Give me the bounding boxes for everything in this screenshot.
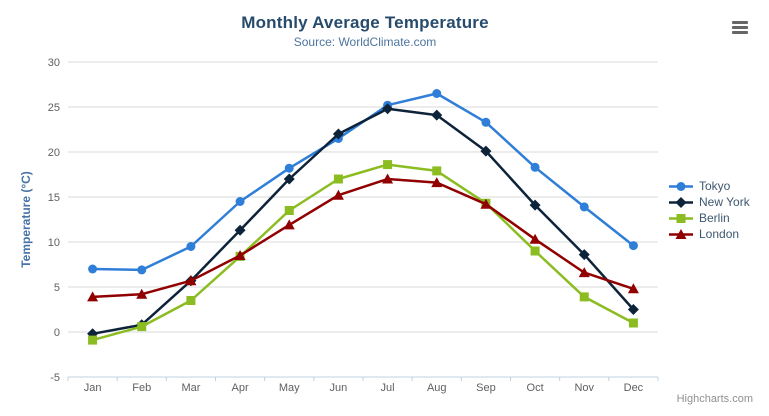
data-point-tokyo[interactable] [530, 162, 540, 172]
data-point-new-york[interactable] [382, 103, 394, 115]
x-axis-label: Jun [330, 382, 348, 394]
data-point-new-york[interactable] [234, 224, 246, 236]
data-point-berlin[interactable] [137, 322, 147, 332]
data-point-new-york[interactable] [529, 199, 541, 211]
data-point-berlin[interactable] [186, 296, 196, 305]
data-point-london[interactable] [431, 177, 443, 188]
data-point-tokyo[interactable] [88, 264, 98, 274]
x-axis-label: Mar [181, 382, 200, 394]
y-axis-label: 20 [48, 147, 60, 159]
data-point-london[interactable] [185, 275, 197, 286]
data-point-tokyo[interactable] [235, 197, 245, 206]
data-point-london[interactable] [627, 283, 639, 294]
data-point-new-york[interactable] [578, 249, 590, 261]
data-point-new-york[interactable] [627, 304, 639, 315]
data-point-london[interactable] [136, 288, 148, 299]
y-axis-label: 30 [48, 57, 60, 69]
legend-diamond-icon [669, 196, 693, 208]
data-point-tokyo[interactable] [481, 117, 491, 127]
y-axis-label: 5 [54, 282, 60, 294]
legend-marker [676, 213, 686, 223]
chart-title: Monthly Average Temperature [241, 13, 489, 32]
chart-subtitle: Source: WorldClimate.com [293, 35, 437, 49]
legend: Tokyo New York Berlin London [668, 178, 750, 242]
x-axis-label: Jan [84, 382, 102, 394]
y-axis-label: 25 [48, 102, 60, 114]
data-point-london[interactable] [332, 189, 344, 200]
data-point-new-york[interactable] [283, 173, 295, 185]
legend-square-icon [669, 213, 693, 223]
data-point-berlin[interactable] [530, 246, 540, 256]
series-line-tokyo [91, 92, 635, 272]
data-point-tokyo[interactable] [432, 89, 442, 98]
data-point-berlin[interactable] [579, 292, 589, 302]
y-axis-label: 0 [54, 327, 60, 339]
legend-circle-icon [669, 181, 693, 191]
data-point-tokyo[interactable] [284, 163, 294, 173]
legend-label: New York [699, 195, 750, 209]
data-point-tokyo[interactable] [186, 242, 196, 251]
data-point-tokyo[interactable] [579, 202, 589, 212]
data-point-berlin[interactable] [383, 160, 393, 170]
legend-label: Berlin [699, 211, 730, 225]
y-axis-label: -5 [50, 372, 60, 384]
series-line-london [91, 177, 635, 299]
legend-label: Tokyo [699, 179, 731, 193]
x-axis-label: Sep [476, 382, 496, 394]
legend-marker [675, 196, 687, 208]
data-point-new-york[interactable] [480, 145, 492, 157]
data-point-london[interactable] [87, 291, 99, 302]
legend-item-tokyo[interactable]: Tokyo [668, 178, 750, 194]
x-axis-label: May [279, 382, 300, 394]
legend-item-new-york[interactable]: New York [668, 194, 750, 210]
data-point-berlin[interactable] [628, 318, 638, 328]
legend-marker [676, 181, 686, 191]
x-axis-label: Dec [624, 382, 644, 394]
data-point-berlin[interactable] [432, 166, 442, 176]
data-point-berlin[interactable] [284, 206, 294, 215]
legend-triangle-icon [669, 228, 693, 239]
series-line-berlin [91, 163, 635, 342]
data-point-london[interactable] [529, 233, 541, 244]
series-line-new-york [91, 107, 635, 336]
x-axis-label: Jul [381, 382, 395, 394]
data-point-tokyo[interactable] [137, 265, 147, 275]
legend-marker [675, 228, 687, 239]
data-point-london[interactable] [578, 267, 590, 278]
x-axis-label: Oct [527, 382, 544, 394]
data-point-berlin[interactable] [333, 174, 343, 184]
x-axis-label: Apr [232, 382, 249, 394]
data-point-new-york[interactable] [332, 128, 344, 140]
x-axis-label: Feb [132, 382, 151, 394]
legend-item-london[interactable]: London [668, 226, 750, 242]
data-point-london[interactable] [382, 173, 394, 184]
y-axis-label: 10 [48, 237, 60, 249]
credits-link[interactable]: Highcharts.com [676, 393, 753, 405]
hamburger-menu-icon [730, 20, 750, 34]
data-point-berlin[interactable] [88, 335, 98, 345]
data-point-tokyo[interactable] [628, 241, 638, 251]
x-axis-label: Nov [574, 382, 594, 394]
export-menu-button[interactable] [726, 17, 754, 39]
y-axis-title: Temperature (°C) [19, 171, 33, 268]
legend-item-berlin[interactable]: Berlin [668, 210, 750, 226]
data-point-london[interactable] [480, 198, 492, 209]
y-axis-label: 15 [48, 192, 60, 204]
data-point-new-york[interactable] [431, 109, 443, 121]
data-point-london[interactable] [283, 219, 295, 230]
x-axis-label: Aug [427, 382, 447, 394]
data-point-london[interactable] [234, 250, 246, 260]
legend-label: London [699, 227, 740, 241]
